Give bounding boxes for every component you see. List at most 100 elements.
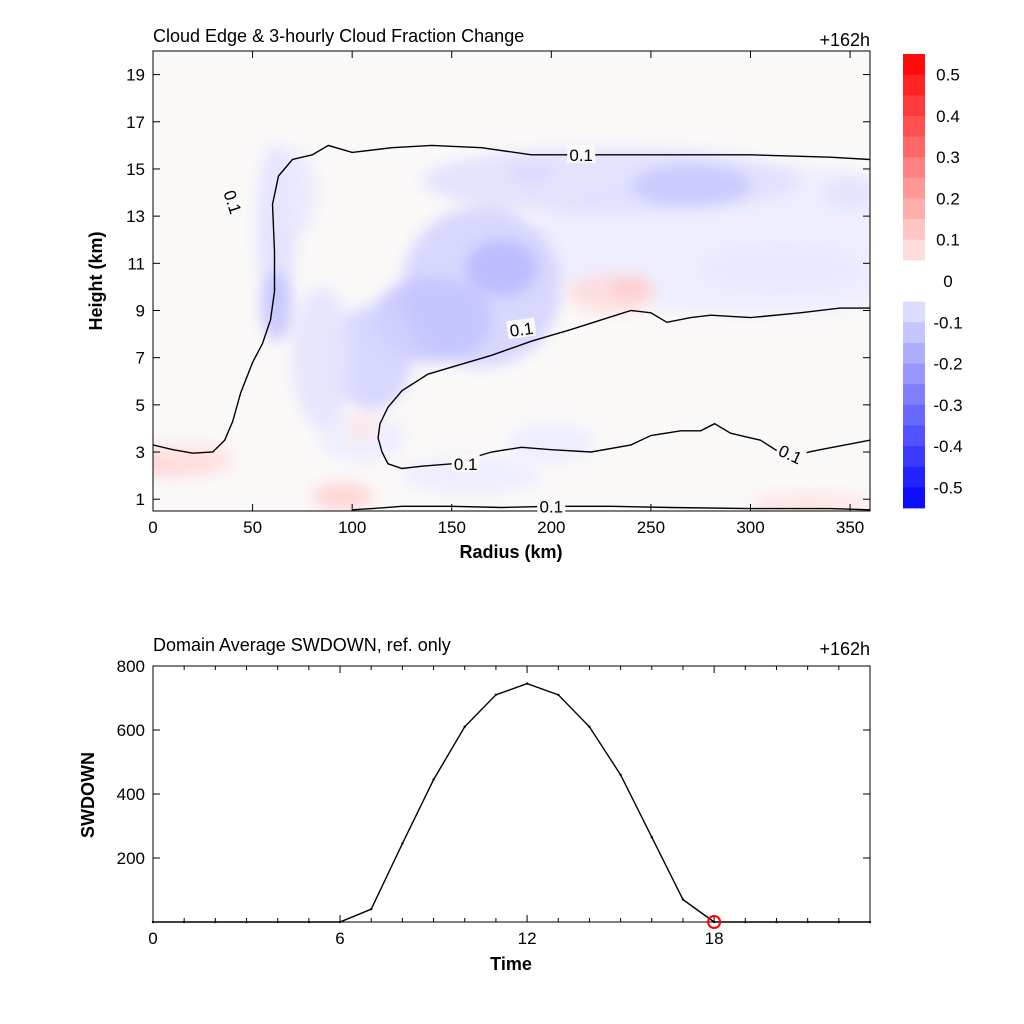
swdown-point: [183, 920, 186, 924]
colorbar-label: -0.1: [933, 313, 962, 332]
swdown-series: [151, 682, 872, 929]
shading-blob: [402, 456, 542, 495]
cloud-chart-title: Cloud Edge & 3-hourly Cloud Fraction Cha…: [153, 26, 524, 46]
colorbar-swatch: [903, 239, 925, 261]
x-tick-label: 100: [338, 518, 366, 537]
cloud-fraction-shading: [153, 145, 870, 511]
swdown-point: [868, 920, 872, 924]
contour-label-bg: [537, 496, 566, 515]
y-tick-label: 5: [136, 396, 145, 415]
cloud-x-axis-label: Radius (km): [459, 542, 562, 562]
contour-labels: 0.10.10.10.1 0.10.1: [220, 144, 808, 516]
cloud-y-axis-label: Height (km): [86, 231, 106, 330]
swdown-point: [338, 920, 342, 924]
colorbar-swatch: [903, 487, 925, 509]
swdown-point: [245, 920, 248, 924]
y-tick-label: 15: [126, 160, 145, 179]
shading-blob: [631, 164, 751, 207]
colorbar-label: 0: [943, 272, 952, 291]
colorbar-swatch: [903, 301, 925, 323]
swdown-point: [712, 920, 716, 924]
contour-line: [377, 307, 870, 453]
x-tick-label: 6: [335, 929, 344, 948]
swdown-x-axis-label: Time: [490, 954, 532, 974]
y-tick-label: 9: [136, 301, 145, 320]
shading-blob: [292, 286, 353, 429]
swdown-chart-title: Domain Average SWDOWN, ref. only: [153, 635, 451, 655]
shading-blob: [153, 444, 233, 469]
swdown-point: [681, 898, 685, 901]
current-time-marker: [707, 915, 722, 929]
y-tick-label: 19: [126, 66, 145, 85]
colorbar-swatch: [903, 54, 925, 76]
swdown-panel: 0 6 12 18 200 400 600 800 Domain Average SWDOW…: [78, 635, 872, 974]
swdown-point: [494, 693, 498, 696]
x-tick-label: 12: [518, 929, 537, 948]
contour-label-bg: [774, 439, 808, 468]
swdown-x-ticks: 0 6 12 18: [148, 666, 871, 948]
swdown-point: [307, 920, 311, 924]
colorbar-swatch: [903, 363, 925, 385]
swdown-point: [525, 682, 529, 685]
y-tick-label: 200: [117, 849, 145, 868]
swdown-point: [619, 773, 622, 776]
colorbar-label: 0.4: [936, 107, 960, 126]
x-tick-label: 150: [438, 518, 466, 537]
shading-blob: [332, 305, 412, 410]
swdown-time-label: +162h: [819, 639, 870, 659]
swdown-point: [837, 920, 840, 924]
colorbar-label: 0.2: [936, 189, 960, 208]
contour-line: [381, 422, 870, 470]
swdown-point: [401, 842, 404, 845]
cloud-x-ticks: 0 50 100 150 200 250 300 350: [148, 51, 864, 537]
shading-blob: [268, 150, 317, 235]
colorbar-swatch: [903, 198, 925, 220]
contour-label-bg: [451, 453, 480, 472]
shading-blob: [611, 275, 651, 299]
shading-blob: [507, 423, 596, 462]
y-tick-label: 400: [117, 785, 145, 804]
colorbar-swatch: [903, 177, 925, 199]
colorbar-label: -0.4: [933, 437, 962, 456]
colorbar-swatch: [903, 384, 925, 406]
cloud-time-label: +162h: [819, 30, 870, 50]
colorbar-swatch: [903, 219, 925, 241]
colorbar-swatch: [903, 281, 925, 303]
shading-blob: [465, 239, 538, 297]
cloud-plot-frame: [152, 50, 871, 512]
colorbar-swatch: [903, 466, 925, 488]
shading-blob: [312, 482, 373, 511]
shading-blob: [750, 494, 870, 511]
colorbar-swatch: [903, 425, 925, 447]
y-tick-label: 1: [136, 490, 145, 509]
y-tick-label: 3: [136, 443, 145, 462]
shading-blob: [822, 176, 870, 209]
colorbar-swatch: [903, 446, 925, 468]
contour-label-bg: [220, 185, 247, 218]
colorbar-swatch: [903, 95, 925, 117]
colorbar-swatch: [903, 322, 925, 344]
swdown-point: [650, 836, 653, 839]
colorbar-swatch: [903, 74, 925, 96]
x-tick-label: 200: [537, 518, 565, 537]
colorbar-swatch: [903, 115, 925, 137]
swdown-y-ticks: 200 400 600 800: [117, 657, 870, 868]
colorbar-label: -0.5: [933, 478, 962, 497]
x-tick-label: 0: [148, 929, 157, 948]
swdown-point: [744, 920, 747, 924]
swdown-point: [806, 920, 809, 924]
x-tick-label: 50: [243, 518, 262, 537]
colorbar-labels: 0.5 0.4 0.3 0.2 0.1 0 -0.1 -0.2 -0.3 -0.4 -0.5: [933, 66, 962, 498]
contour-label: 0.1: [509, 319, 535, 341]
swdown-point: [463, 725, 466, 728]
y-tick-label: 7: [136, 349, 145, 368]
swdown-point: [370, 908, 373, 911]
swdown-point: [214, 920, 217, 924]
colorbar-swatch: [903, 157, 925, 179]
contour-label-bg: [506, 317, 537, 340]
colorbar-swatch: [903, 342, 925, 364]
x-tick-label: 300: [736, 518, 764, 537]
contour-label: 0.1: [540, 497, 564, 516]
